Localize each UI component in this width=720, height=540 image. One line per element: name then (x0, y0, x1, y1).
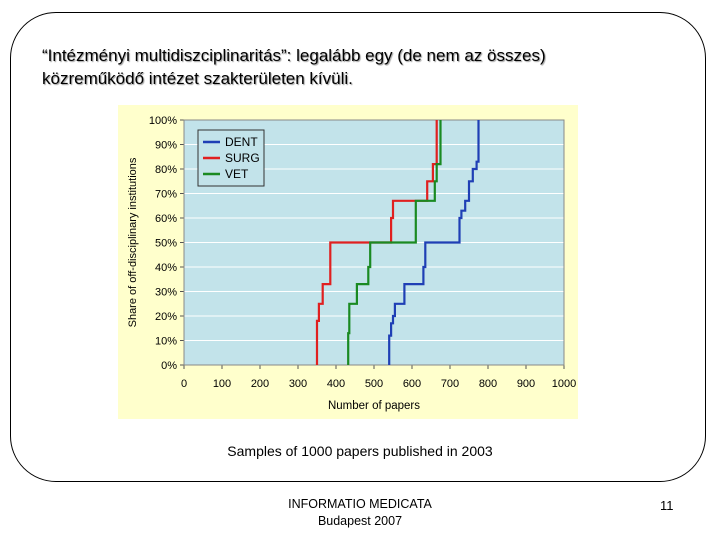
footer-line-1: INFORMATIO MEDICATA (288, 497, 432, 511)
slide-title-line-2: közreműködő intézet szakterületen kívüli… (42, 69, 353, 88)
y-tick-label: 10% (155, 336, 177, 348)
x-tick-label: 300 (289, 378, 307, 390)
chart-panel: 0% 10% 20% 30% 40% 50% 60% 70% 80% 90% 100% 0 100 200… (118, 105, 578, 419)
x-tick-label: 500 (365, 378, 383, 390)
y-tick-label: 70% (155, 189, 177, 201)
slide-title: “Intézményi multidiszciplinaritás”: lega… (42, 44, 642, 90)
y-axis-label: Share of off-disciplinary institutions (127, 157, 139, 327)
page-number: 11 (660, 498, 674, 513)
slide-frame (10, 12, 706, 482)
chart-caption: Samples of 1000 papers published in 2003 (227, 443, 493, 459)
footer-line-2: Budapest 2007 (317, 514, 403, 528)
plot-border (183, 119, 565, 366)
series-line-dent (388, 120, 480, 365)
x-axis-label: Number of papers (328, 400, 420, 412)
y-tick-label: 30% (155, 287, 177, 299)
series-line-vet (347, 120, 442, 365)
x-tick-label: 600 (403, 378, 421, 390)
legend-label-vet: VET (225, 167, 249, 181)
chart: 0% 10% 20% 30% 40% 50% 60% 70% 80% 90% 100% 0 100 200… (127, 115, 576, 412)
slide-title-line-1: “Intézményi multidiszciplinaritás”: lega… (42, 46, 546, 65)
x-tick-label: 1000 (552, 378, 576, 390)
y-tick-label: 100% (149, 115, 177, 127)
x-tick-label: 800 (479, 378, 497, 390)
x-tick-label: 0 (181, 378, 187, 390)
y-tick-label: 90% (155, 140, 177, 152)
footer: INFORMATIO MEDICATA Budapest 2007 (0, 496, 720, 530)
y-tick-label: 60% (155, 213, 177, 225)
x-tick-label: 200 (251, 378, 269, 390)
series-line-surg (315, 120, 438, 365)
x-tick-label: 900 (517, 378, 535, 390)
legend-label-dent: DENT (225, 135, 258, 149)
legend-label-surg: SURG (225, 151, 260, 165)
y-tick-label: 50% (155, 238, 177, 250)
x-tick-label: 400 (327, 378, 345, 390)
y-tick-label: 80% (155, 164, 177, 176)
x-tick-label: 700 (441, 378, 459, 390)
x-tick-label: 100 (213, 378, 231, 390)
y-tick-label: 20% (155, 311, 177, 323)
y-tick-label: 40% (155, 262, 177, 274)
y-tick-label: 0% (161, 360, 177, 372)
